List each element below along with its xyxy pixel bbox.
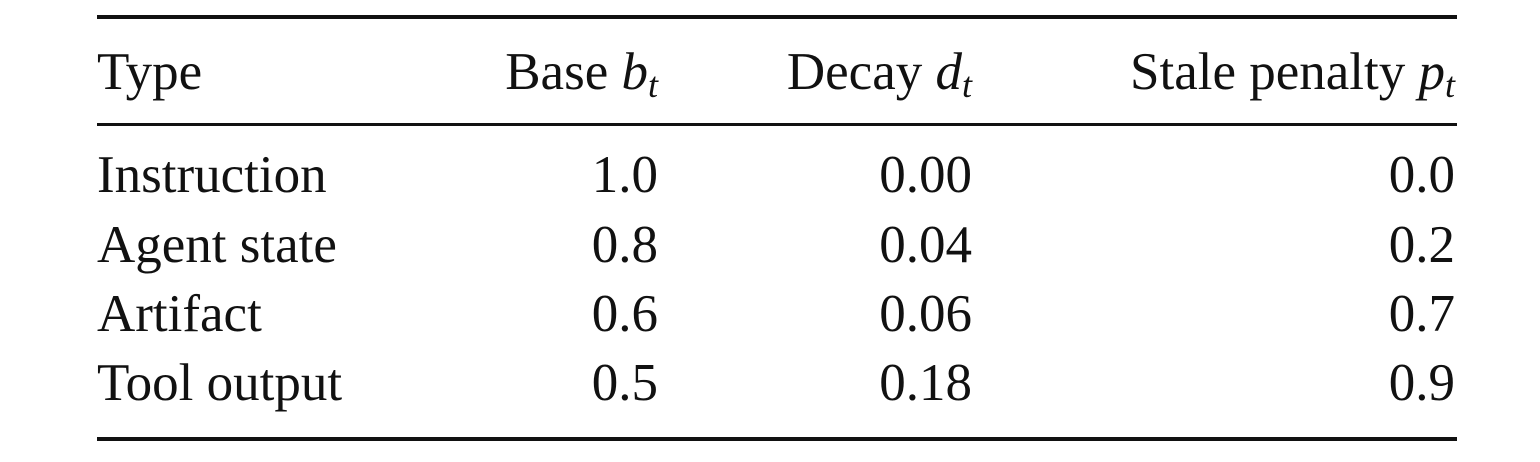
header-symbol: p xyxy=(1418,43,1445,101)
header-cell: Decay dt xyxy=(786,42,972,105)
value-cell: 0.00 xyxy=(879,146,972,204)
value-cell: 0.8 xyxy=(591,216,658,274)
header-text: Base xyxy=(505,43,609,101)
header-cell: Stale penalty pt xyxy=(1130,42,1455,105)
value-cell: 0.04 xyxy=(879,216,972,274)
value-cell: 0.5 xyxy=(591,354,658,412)
value-cell: 0.0 xyxy=(1388,146,1455,204)
row-label: Tool output xyxy=(97,354,343,412)
value-cell: 0.06 xyxy=(879,285,972,343)
header-subscript: t xyxy=(647,65,658,105)
header-text: Type xyxy=(97,43,203,101)
row-label: Agent state xyxy=(97,216,337,274)
value-cell: 0.6 xyxy=(591,285,658,343)
value-cell: 0.9 xyxy=(1388,354,1455,412)
header-text: Stale penalty xyxy=(1130,43,1406,101)
value-cell: 0.2 xyxy=(1388,216,1455,274)
header-subscript: t xyxy=(1444,65,1455,105)
header-text: Decay xyxy=(786,43,923,101)
value-cell: 0.7 xyxy=(1388,285,1455,343)
mid-rule xyxy=(97,123,1457,126)
header-subscript: t xyxy=(961,65,972,105)
header-symbol: d xyxy=(935,43,962,101)
bottom-rule xyxy=(97,437,1457,441)
value-cell: 1.0 xyxy=(591,146,658,204)
header-cell: Type xyxy=(97,42,202,102)
header-cell: Base bt xyxy=(505,42,658,105)
row-label: Instruction xyxy=(97,146,327,204)
value-cell: 0.18 xyxy=(879,354,972,412)
row-label: Artifact xyxy=(97,285,262,343)
top-rule xyxy=(97,15,1457,19)
header-symbol: b xyxy=(621,43,648,101)
